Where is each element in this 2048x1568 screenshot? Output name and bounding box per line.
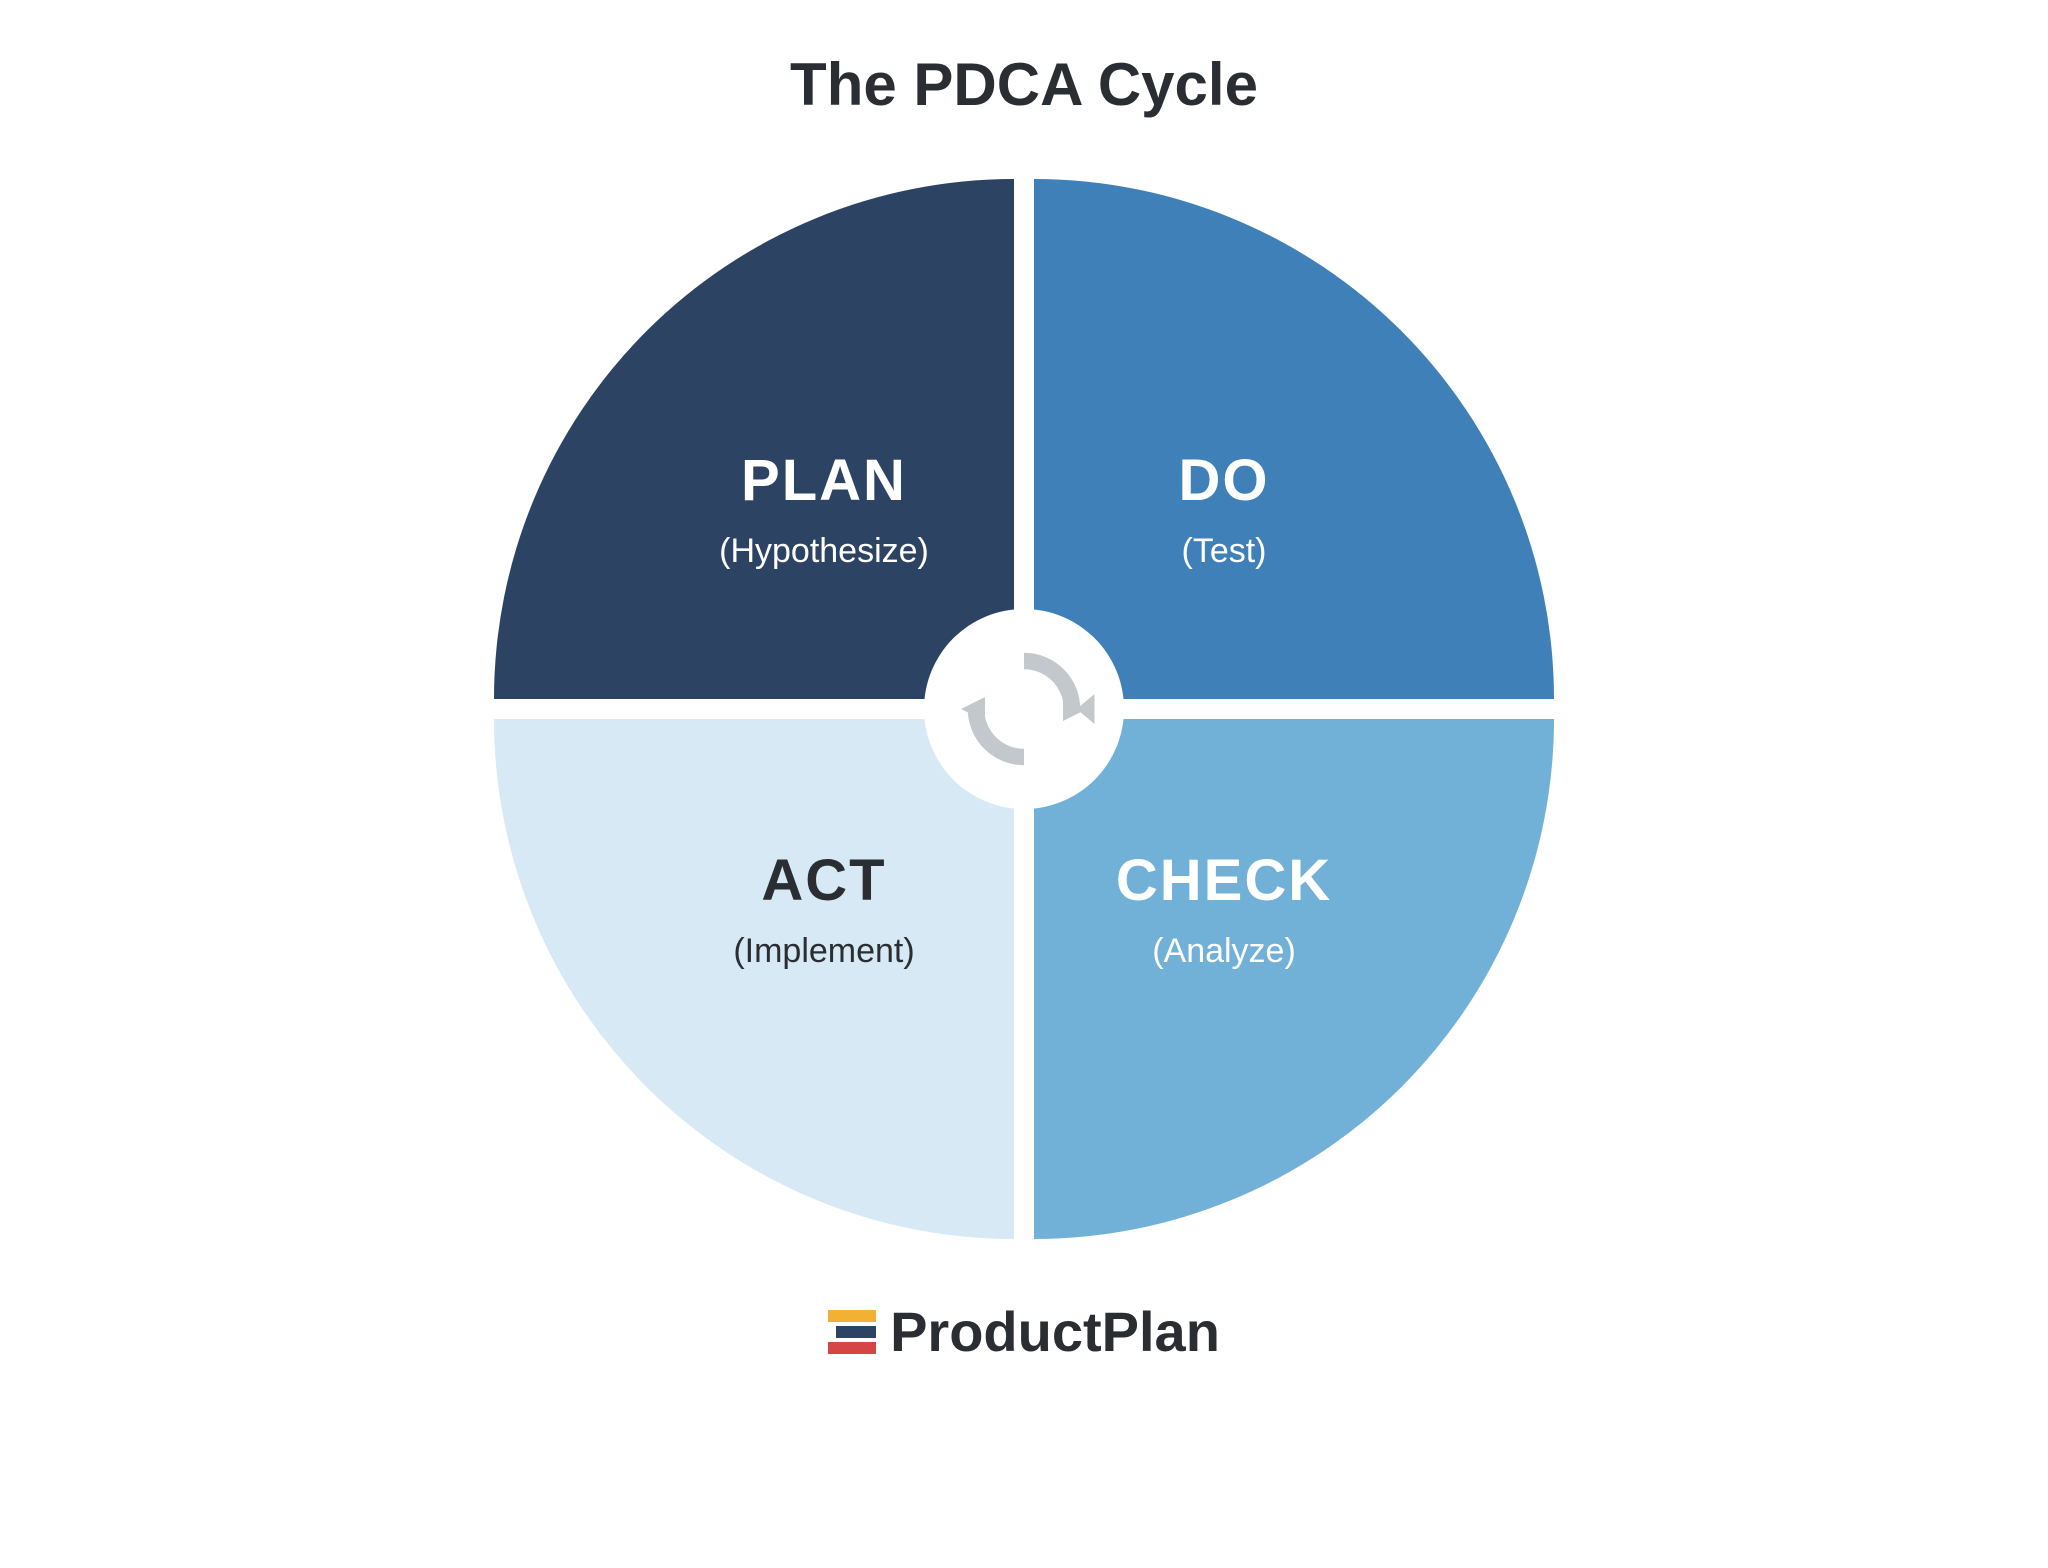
brand-bar-1 [828,1310,876,1322]
quadrant-do-label: DO [1179,447,1270,514]
quadrant-do-sublabel: (Test) [1182,532,1267,571]
brand-name: ProductPlan [890,1299,1220,1364]
quadrant-plan: PLAN (Hypothesize) [494,179,1014,699]
brand-bar-3 [828,1342,876,1354]
brand-logo-icon [828,1310,876,1354]
quadrant-check-sublabel: (Analyze) [1152,932,1296,971]
brand-bar-2 [836,1326,876,1338]
quadrant-act-label: ACT [761,847,886,914]
pdca-circle: PLAN (Hypothesize) DO (Test) CHECK (Anal… [494,179,1554,1239]
diagram-title: The PDCA Cycle [790,50,1258,119]
quadrant-plan-label: PLAN [741,447,907,514]
quadrant-plan-sublabel: (Hypothesize) [719,532,929,571]
quadrant-check-label: CHECK [1116,847,1332,914]
quadrant-do: DO (Test) [1034,179,1554,699]
cycle-arrows-icon [924,609,1124,809]
quadrant-check: CHECK (Analyze) [1034,719,1554,1239]
quadrant-act-sublabel: (Implement) [733,932,914,971]
brand-footer: ProductPlan [828,1299,1220,1364]
quadrant-act: ACT (Implement) [494,719,1014,1239]
